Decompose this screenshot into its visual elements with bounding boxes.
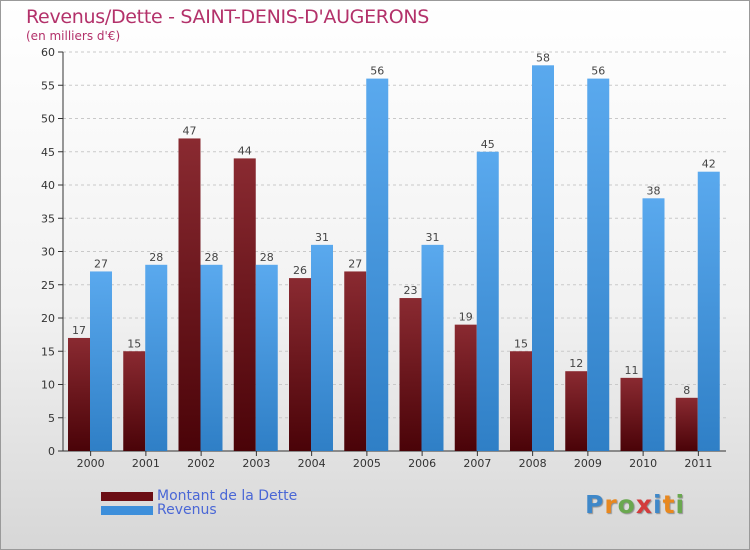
bar-revenus xyxy=(532,65,554,452)
y-tick-label: 15 xyxy=(41,345,55,358)
data-label-dette: 27 xyxy=(348,257,362,270)
data-label-revenus: 45 xyxy=(481,138,495,151)
data-label-dette: 15 xyxy=(514,337,528,350)
chart-subtitle: (en milliers d'€) xyxy=(26,29,121,43)
chart-title: Revenus/Dette - SAINT-DENIS-D'AUGERONS xyxy=(26,6,430,28)
x-tick-label: 2002 xyxy=(187,457,215,470)
bar-dette xyxy=(399,298,422,451)
y-tick-label: 5 xyxy=(48,412,55,425)
data-label-dette: 26 xyxy=(293,264,307,277)
y-tick-label: 55 xyxy=(41,79,55,92)
bar-revenus xyxy=(311,244,333,451)
bar-revenus xyxy=(255,264,278,451)
proxiti-logo: Proxiti xyxy=(585,490,685,519)
x-tick-label: 2006 xyxy=(408,457,436,470)
legend-label-dette: Montant de la Dette xyxy=(157,488,298,504)
bar-dette xyxy=(233,158,256,451)
logo-letter: i xyxy=(653,490,663,519)
bar-dette xyxy=(68,337,90,451)
x-tick-label: 2005 xyxy=(353,457,381,470)
bar-dette xyxy=(344,271,367,451)
data-label-revenus: 58 xyxy=(536,51,550,64)
bar-revenus xyxy=(145,264,168,451)
data-label-revenus: 28 xyxy=(260,251,274,264)
bar-dette xyxy=(123,351,146,451)
bar-dette xyxy=(289,278,311,451)
legend-item-revenus: Revenus xyxy=(101,502,217,518)
data-label-revenus: 42 xyxy=(702,158,716,171)
data-label-revenus: 28 xyxy=(149,251,163,264)
bar-revenus xyxy=(200,264,223,451)
y-tick-label: 40 xyxy=(41,179,55,192)
data-label-dette: 47 xyxy=(183,124,197,137)
y-tick-label: 25 xyxy=(41,279,55,292)
data-label-dette: 23 xyxy=(404,284,418,297)
bar-dette xyxy=(510,351,532,451)
bar-dette xyxy=(565,371,588,451)
legend-label-revenus: Revenus xyxy=(157,502,217,518)
x-tick-label: 2004 xyxy=(298,457,326,470)
data-label-dette: 44 xyxy=(238,144,252,157)
data-label-revenus: 38 xyxy=(647,184,661,197)
x-tick-label: 2011 xyxy=(684,457,712,470)
data-label-dette: 11 xyxy=(625,364,639,377)
data-label-revenus: 56 xyxy=(370,65,384,78)
logo-letter: t xyxy=(662,490,676,519)
bar-revenus xyxy=(587,78,610,451)
bar-revenus xyxy=(421,244,444,451)
x-tick-label: 2003 xyxy=(242,457,270,470)
data-label-dette: 12 xyxy=(569,357,583,370)
y-tick-label: 0 xyxy=(48,445,55,458)
y-tick-label: 20 xyxy=(41,312,55,325)
data-label-dette: 15 xyxy=(127,337,141,350)
x-tick-label: 2008 xyxy=(519,457,547,470)
logo-letter: o xyxy=(617,490,636,519)
data-label-revenus: 28 xyxy=(205,251,219,264)
bar-dette xyxy=(454,324,477,451)
x-tick-label: 2010 xyxy=(629,457,657,470)
y-tick-label: 35 xyxy=(41,212,55,225)
legend-swatch-dette xyxy=(101,491,153,501)
x-tick-label: 2007 xyxy=(463,457,491,470)
data-label-revenus: 31 xyxy=(315,231,329,244)
data-label-dette: 19 xyxy=(459,311,473,324)
logo-letter: i xyxy=(675,490,686,519)
data-label-dette: 17 xyxy=(72,324,86,337)
y-tick-label: 50 xyxy=(41,113,55,126)
bar-dette xyxy=(178,138,201,451)
y-tick-label: 60 xyxy=(41,46,55,59)
legend-item-dette: Montant de la Dette xyxy=(101,488,298,504)
y-tick-label: 10 xyxy=(41,379,55,392)
x-tick-label: 2009 xyxy=(574,457,602,470)
bar-revenus xyxy=(366,78,389,451)
data-label-revenus: 56 xyxy=(591,65,605,78)
x-tick-label: 2001 xyxy=(132,457,160,470)
logo-letter: x xyxy=(635,490,653,519)
legend-swatch-revenus xyxy=(101,505,153,515)
y-tick-label: 45 xyxy=(41,146,55,159)
bar-dette xyxy=(620,377,643,451)
bar-revenus xyxy=(90,271,112,451)
data-label-revenus: 31 xyxy=(426,231,440,244)
logo-letter: r xyxy=(604,490,618,519)
logo-letter: P xyxy=(585,490,605,519)
data-label-revenus: 27 xyxy=(94,257,108,270)
bar-dette xyxy=(675,397,698,451)
bar-revenus xyxy=(697,171,720,451)
bar-revenus xyxy=(642,198,665,451)
y-tick-label: 30 xyxy=(41,246,55,259)
x-tick-label: 2000 xyxy=(77,457,105,470)
data-label-dette: 8 xyxy=(683,384,690,397)
bar-revenus xyxy=(476,151,499,451)
